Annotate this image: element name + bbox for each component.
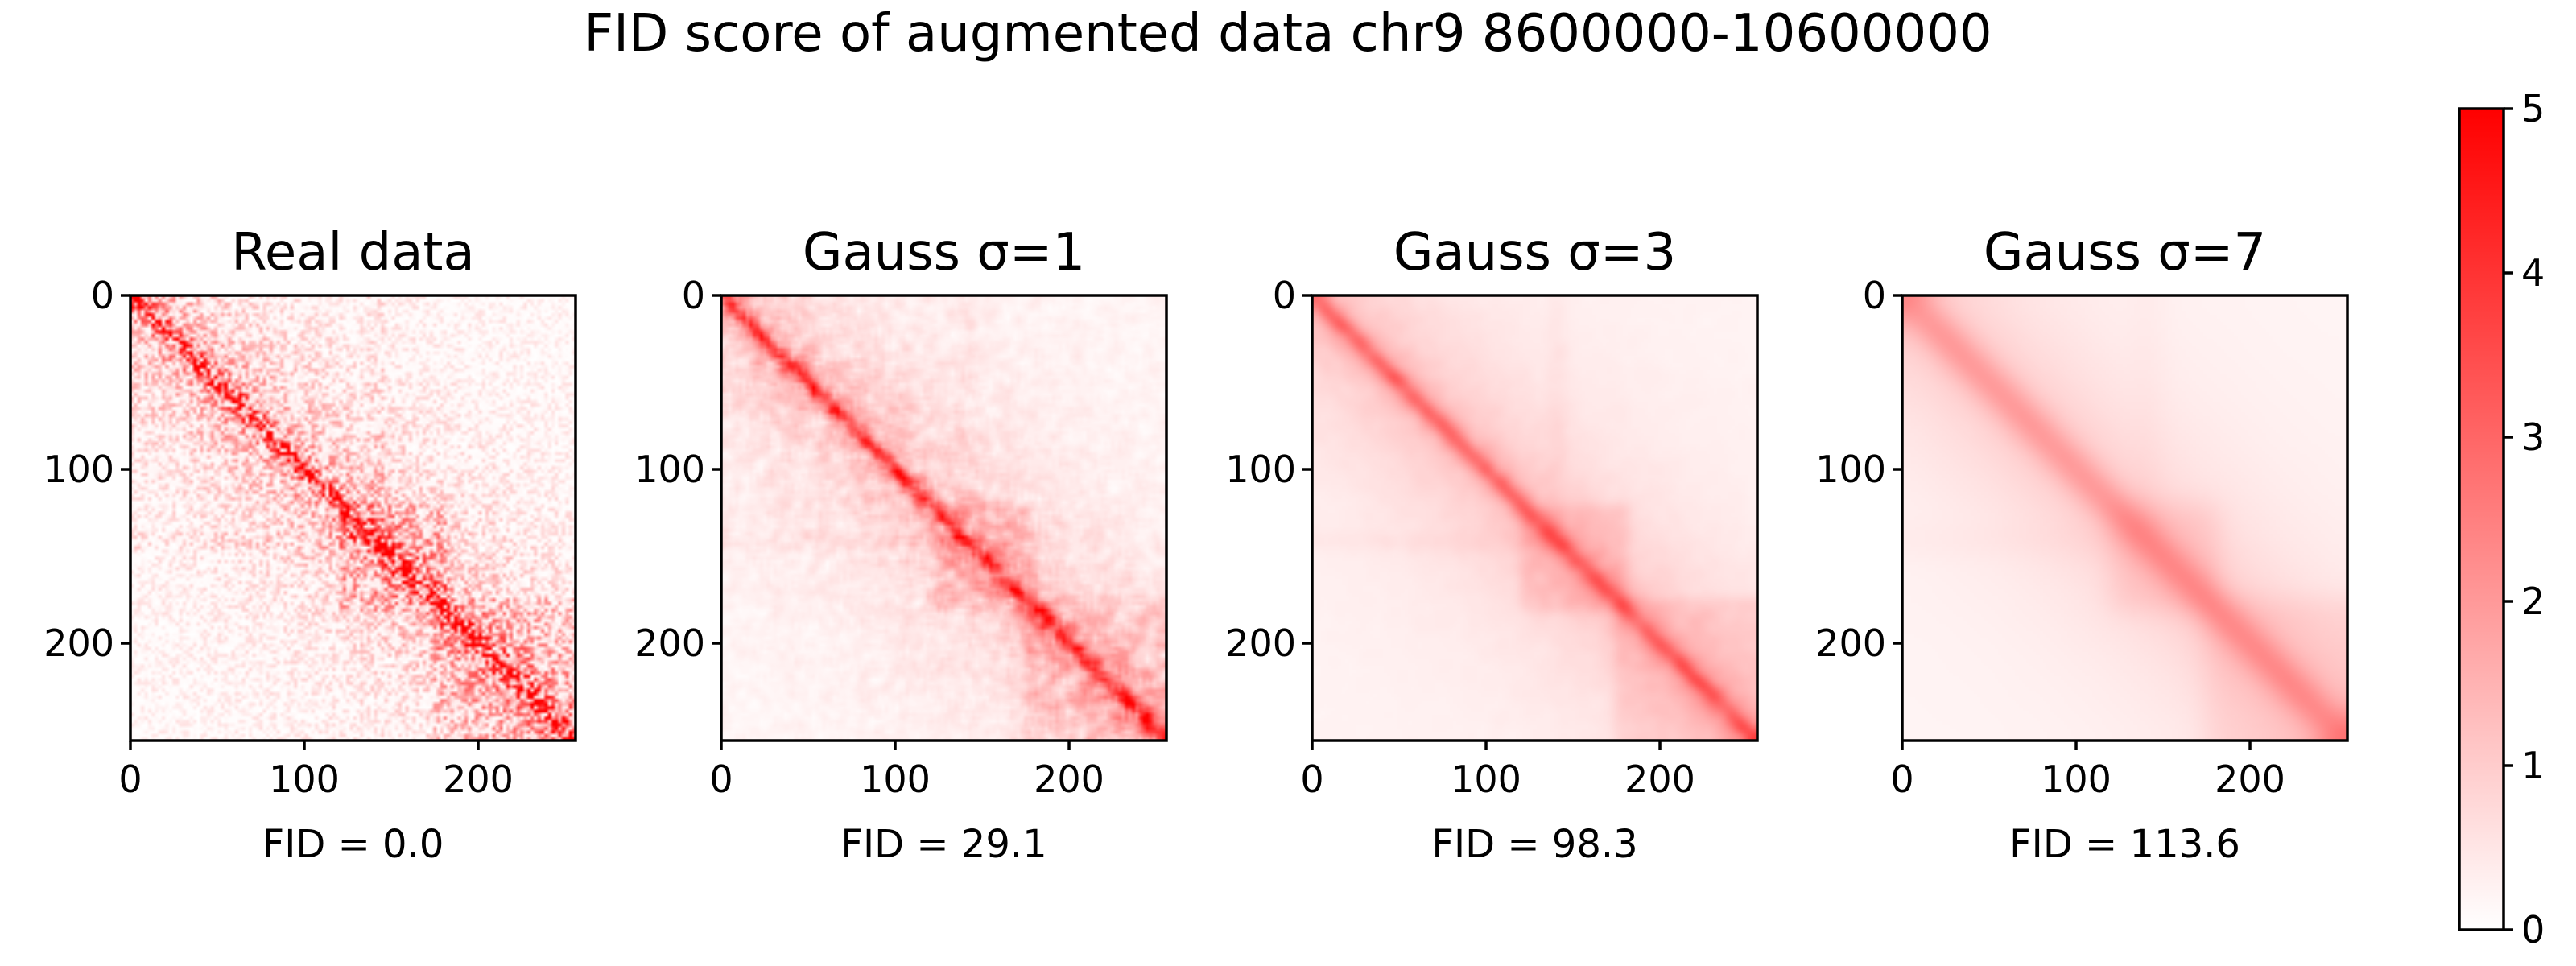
axes-frame	[1311, 294, 1759, 742]
heatmap-panel: Gauss σ=3 0 100 200 0 100 200 FID = 98.3	[1225, 223, 1759, 867]
colorbar-tick-label: 4	[2521, 251, 2545, 295]
colorbar-ticks: 0 1 2 3 4 5	[2504, 87, 2545, 952]
y-tick-label: 100	[634, 448, 705, 491]
x-tick-label: 0	[1890, 758, 1913, 801]
heatmap-image	[721, 295, 1166, 741]
heatmap-panel: Real data 0 100 200 0 100 200 FID = 0.0	[43, 223, 577, 867]
axes-frame	[129, 294, 577, 742]
panel-title: Gauss σ=3	[1393, 223, 1676, 283]
colorbar: 0 1 2 3 4 5	[2458, 87, 2545, 952]
x-tick-label: 0	[1300, 758, 1323, 801]
heatmap-panel: Gauss σ=7 0 100 200 0 100 200 FID = 113.6	[1815, 223, 2349, 867]
axes-frame	[1901, 294, 2349, 742]
fid-score-label: FID = 0.0	[262, 822, 444, 867]
heatmap-panels: Real data 0 100 200 0 100 200 FID = 0.0 Gauss σ=…	[43, 223, 2349, 867]
x-tick-label: 100	[1451, 758, 1521, 801]
colorbar-tick-label: 1	[2521, 744, 2545, 787]
colorbar-frame	[2458, 107, 2505, 931]
colorbar-tick-label: 5	[2521, 87, 2545, 130]
x-tick-label: 200	[1034, 758, 1104, 801]
fid-score-label: FID = 29.1	[840, 822, 1046, 867]
y-tick-label: 200	[43, 621, 114, 665]
fid-score-label: FID = 98.3	[1431, 822, 1637, 867]
colorbar-tick-label: 2	[2521, 580, 2545, 623]
fid-score-label: FID = 113.6	[2009, 822, 2240, 867]
x-tick-label: 0	[118, 758, 142, 801]
colorbar-tick-label: 3	[2521, 415, 2545, 459]
panel-title: Real data	[231, 223, 474, 283]
heatmap-panel: Gauss σ=1 0 100 200 0 100 200 FID = 29.1	[634, 223, 1168, 867]
y-tick-label: 0	[682, 274, 705, 317]
y-tick-label: 200	[1225, 621, 1296, 665]
x-tick-label: 200	[2215, 758, 2285, 801]
x-tick-label: 200	[1624, 758, 1695, 801]
x-tick-label: 0	[709, 758, 733, 801]
heatmap-image	[1312, 295, 1757, 741]
figure-title: FID score of augmented data chr9 8600000…	[584, 4, 1992, 64]
x-tick-label: 100	[269, 758, 340, 801]
x-tick-label: 200	[443, 758, 514, 801]
y-tick-label: 100	[43, 448, 114, 491]
x-tick-label: 100	[860, 758, 931, 801]
axes-frame	[720, 294, 1168, 742]
colorbar-tick-label: 0	[2521, 908, 2545, 952]
heatmap-image	[1902, 295, 2347, 741]
y-tick-label: 200	[1815, 621, 1886, 665]
heatmap-image	[130, 295, 576, 741]
y-tick-label: 0	[91, 274, 114, 317]
y-tick-label: 0	[1863, 274, 1886, 317]
y-tick-label: 100	[1815, 448, 1886, 491]
y-tick-label: 100	[1225, 448, 1296, 491]
y-tick-label: 200	[634, 621, 705, 665]
panel-title: Gauss σ=1	[803, 223, 1085, 283]
colorbar-gradient	[2459, 109, 2504, 930]
panel-title: Gauss σ=7	[1984, 223, 2266, 283]
x-tick-label: 100	[2041, 758, 2112, 801]
y-tick-label: 0	[1273, 274, 1296, 317]
